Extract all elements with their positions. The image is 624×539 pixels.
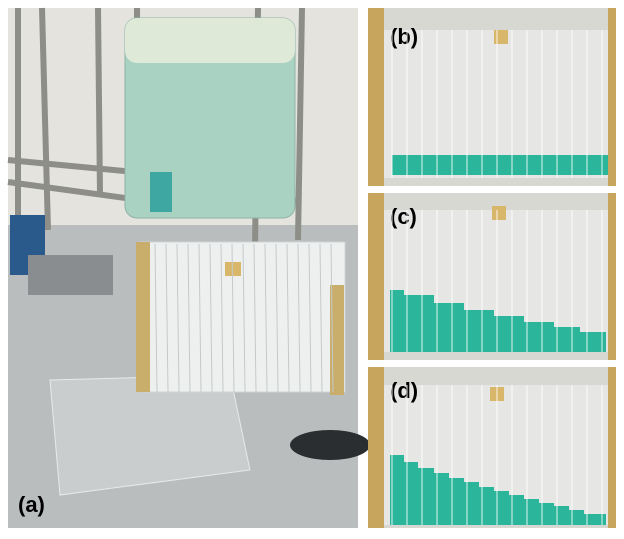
- divider: [220, 243, 224, 393]
- bar: [7, 157, 136, 175]
- clamp: [225, 262, 241, 276]
- clamp: [492, 206, 506, 220]
- divider: [275, 243, 279, 393]
- dividers: [391, 30, 603, 525]
- water: [390, 290, 606, 352]
- tank-top: [125, 18, 295, 63]
- device-body: [139, 241, 346, 393]
- panel-label: (b): [390, 24, 418, 49]
- panel-label: (c): [390, 204, 417, 229]
- panel-c: (c): [368, 193, 616, 360]
- panel-label: (a): [18, 492, 45, 517]
- device: [136, 241, 346, 395]
- pole: [39, 7, 51, 231]
- divider: [242, 243, 246, 393]
- divider: [264, 243, 268, 393]
- divider: [308, 243, 312, 393]
- water: [390, 455, 606, 525]
- divider: [231, 243, 235, 393]
- panel-label: (d): [390, 378, 418, 403]
- wood-side: [136, 242, 150, 392]
- wood-side: [608, 8, 616, 186]
- divider: [319, 243, 323, 393]
- tap: [150, 172, 172, 212]
- divider: [187, 243, 191, 393]
- divider: [165, 243, 169, 393]
- pole: [95, 7, 103, 196]
- divider: [286, 243, 290, 393]
- panel-d: (d): [368, 367, 616, 528]
- electronics-box: [28, 255, 113, 295]
- wood-side: [330, 285, 344, 395]
- divider: [198, 243, 202, 393]
- divider: [176, 243, 180, 393]
- panel-b: (b): [368, 8, 616, 186]
- wood-side: [608, 367, 616, 528]
- tank-glass: [384, 30, 608, 178]
- clamp: [494, 30, 508, 44]
- water: [392, 155, 608, 175]
- wood-side: [368, 367, 384, 528]
- pole: [295, 7, 305, 241]
- wood-side: [368, 193, 384, 360]
- wood-side: [608, 193, 616, 360]
- divider: [297, 243, 301, 393]
- divider: [330, 243, 334, 393]
- floor-stand: [290, 430, 370, 460]
- divider: [154, 243, 158, 393]
- divider: [209, 243, 213, 393]
- wood-side: [368, 8, 384, 186]
- divider: [253, 243, 257, 393]
- bar: [7, 179, 141, 203]
- panel-a: (a): [7, 7, 370, 528]
